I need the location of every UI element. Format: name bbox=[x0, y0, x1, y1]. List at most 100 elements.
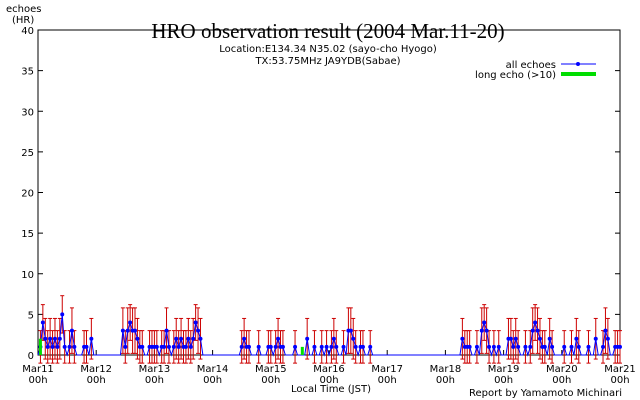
point bbox=[479, 328, 484, 333]
point bbox=[550, 344, 555, 349]
y-tick-label: 25 bbox=[21, 148, 34, 159]
point bbox=[276, 336, 281, 341]
point bbox=[123, 344, 128, 349]
point bbox=[484, 328, 489, 333]
point bbox=[569, 344, 574, 349]
point bbox=[52, 336, 57, 341]
point bbox=[268, 344, 273, 349]
point bbox=[162, 344, 167, 349]
point bbox=[89, 336, 94, 341]
point bbox=[535, 328, 540, 333]
point bbox=[188, 344, 193, 349]
point bbox=[324, 344, 329, 349]
point bbox=[120, 328, 125, 333]
y-axis-label: (HR) bbox=[12, 15, 34, 26]
point bbox=[183, 344, 188, 349]
subtitle: Location:E134.34 N35.02 (sayo-cho Hyogo) bbox=[219, 44, 437, 55]
point bbox=[542, 344, 547, 349]
point bbox=[562, 344, 567, 349]
x-tick-label: Mar13 00h bbox=[139, 364, 171, 386]
point bbox=[164, 328, 169, 333]
x-tick-label: Mar16 00h bbox=[313, 364, 345, 386]
legend-swatch bbox=[576, 62, 580, 66]
point bbox=[67, 344, 72, 349]
y-tick-label: 5 bbox=[28, 310, 34, 321]
point bbox=[171, 344, 176, 349]
y-tick-label: 10 bbox=[21, 270, 34, 281]
point bbox=[467, 344, 472, 349]
point bbox=[293, 344, 298, 349]
x-tick-label: Mar20 00h bbox=[546, 364, 578, 386]
x-tick-label: Mar17 00h bbox=[371, 364, 403, 386]
point bbox=[547, 336, 552, 341]
point bbox=[329, 344, 334, 349]
long-echo-bar bbox=[38, 338, 42, 355]
point bbox=[135, 336, 140, 341]
point bbox=[319, 344, 324, 349]
point bbox=[196, 328, 201, 333]
point bbox=[586, 344, 591, 349]
point bbox=[166, 344, 171, 349]
x-tick-label: Mar14 00h bbox=[197, 364, 229, 386]
y-tick-label: 15 bbox=[21, 229, 34, 240]
point bbox=[511, 344, 516, 349]
point bbox=[368, 344, 373, 349]
point bbox=[140, 344, 145, 349]
point bbox=[601, 344, 606, 349]
point bbox=[174, 336, 179, 341]
y-axis-label: echoes bbox=[6, 4, 41, 15]
point bbox=[523, 344, 528, 349]
x-axis-label: Local Time (JST) bbox=[291, 384, 371, 395]
point bbox=[533, 320, 538, 325]
point bbox=[351, 336, 356, 341]
point bbox=[72, 344, 77, 349]
point bbox=[133, 328, 137, 333]
point bbox=[48, 336, 53, 341]
point bbox=[50, 344, 55, 349]
point bbox=[508, 336, 513, 341]
x-tick-label: Mar11 00h bbox=[22, 364, 54, 386]
point bbox=[40, 320, 45, 325]
point bbox=[198, 336, 203, 341]
point bbox=[360, 344, 365, 349]
y-tick-label: 40 bbox=[21, 26, 34, 37]
point bbox=[603, 328, 608, 333]
point bbox=[280, 344, 285, 349]
y-tick-label: 0 bbox=[28, 351, 34, 362]
point bbox=[186, 336, 191, 341]
point bbox=[176, 344, 181, 349]
point bbox=[125, 328, 130, 333]
point bbox=[516, 344, 521, 349]
x-tick-label: Mar21 00h bbox=[604, 364, 636, 386]
point bbox=[593, 336, 598, 341]
point bbox=[496, 344, 501, 349]
point bbox=[341, 344, 346, 349]
point bbox=[530, 328, 535, 333]
point bbox=[348, 328, 353, 333]
point bbox=[305, 336, 310, 341]
x-tick-label: Mar19 00h bbox=[488, 364, 520, 386]
legend-label: all echoes bbox=[506, 60, 556, 71]
point bbox=[239, 344, 244, 349]
point bbox=[605, 336, 610, 341]
point bbox=[491, 344, 496, 349]
point bbox=[69, 328, 74, 333]
point bbox=[43, 336, 48, 341]
point bbox=[246, 344, 251, 349]
point bbox=[273, 344, 278, 349]
y-tick-label: 35 bbox=[21, 67, 34, 78]
point bbox=[179, 336, 184, 341]
point bbox=[242, 336, 247, 341]
point bbox=[60, 312, 65, 317]
legend-label: long echo (>10) bbox=[475, 70, 556, 81]
point bbox=[576, 344, 581, 349]
point bbox=[128, 320, 133, 325]
point bbox=[513, 336, 518, 341]
point bbox=[331, 336, 336, 341]
point bbox=[334, 344, 339, 349]
point bbox=[62, 344, 67, 349]
point bbox=[482, 320, 487, 325]
x-tick-label: Mar15 00h bbox=[255, 364, 287, 386]
